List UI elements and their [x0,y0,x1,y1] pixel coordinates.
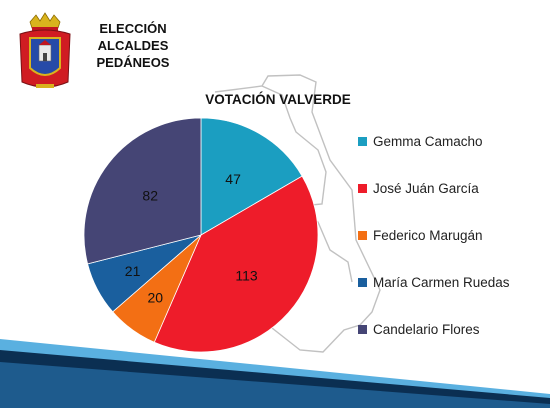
pie-data-label-3: 20 [148,289,164,305]
header-title-line-1: ELECCIÓN [99,21,167,36]
legend-label-5: Candelario Flores [373,322,480,337]
legend-swatch-4 [358,278,367,287]
pie-chart: 47 113 20 21 82 [83,117,319,353]
header-title-line-2: ALCALDES [97,38,169,53]
pie-data-label-2: 113 [235,267,258,283]
chart-title: VOTACIÓN VALVERDE [205,92,351,107]
legend-swatch-3 [358,231,367,240]
legend-swatch-2 [358,184,367,193]
legend-label-3: Federico Marugán [373,228,483,243]
pie-data-label-1: 47 [225,171,241,187]
header-title-line-3: PEDÁNEOS [96,55,170,70]
pie-slice-2 [153,175,319,353]
pie-data-label-4: 21 [125,263,141,279]
legend-label-1: Gemma Camacho [373,134,483,149]
legend-label-4: María Carmen Ruedas [373,275,510,290]
legend-swatch-5 [358,325,367,334]
bottom-band-decoration [0,339,550,408]
pie-data-label-5: 82 [142,188,158,204]
legend-swatch-1 [358,137,367,146]
pie-slice-1 [200,117,303,236]
coat-of-arms-logo [19,12,71,88]
header-title: ELECCIÓN ALCALDES PEDÁNEOS [88,20,178,71]
legend-label-2: José Juán García [373,181,479,196]
pie-slice-5 [83,117,202,265]
chart-legend: Gemma Camacho José Juán García Federico Ma… [358,134,510,337]
